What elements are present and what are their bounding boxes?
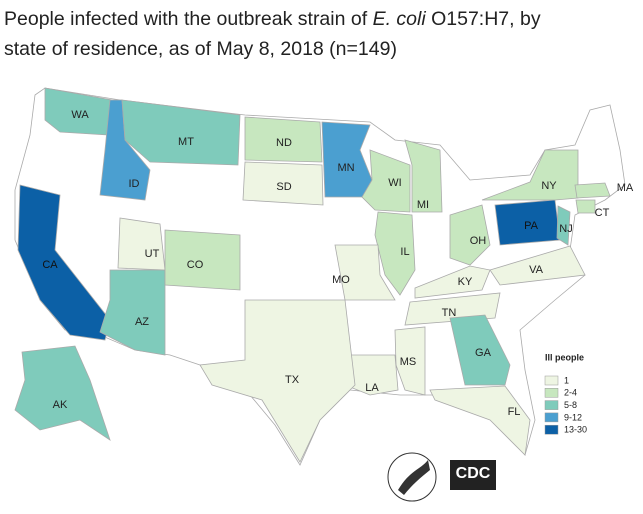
map-title: People infected with the outbreak strain… — [4, 4, 639, 64]
state-label: NJ — [559, 223, 572, 235]
state — [334, 244, 396, 301]
state — [449, 204, 491, 266]
cdc-logo — [450, 460, 496, 490]
state-label: AZ — [135, 316, 149, 328]
state-label: MN — [337, 162, 354, 174]
state-label: MA — [617, 182, 634, 194]
state-label: UT — [145, 248, 160, 260]
state-label: TN — [442, 307, 457, 319]
state-label: ID — [129, 178, 140, 190]
state — [429, 385, 531, 456]
state-label: ND — [276, 137, 292, 149]
legend-swatch — [544, 400, 559, 410]
legend-label: 9-12 — [564, 412, 582, 422]
state-label: SD — [276, 181, 291, 193]
legend-title: Ill people — [545, 352, 584, 362]
state-label: AK — [53, 399, 68, 411]
state — [574, 182, 611, 199]
state — [394, 326, 426, 396]
state — [489, 245, 586, 286]
legend-label: 5-8 — [564, 400, 577, 410]
legend-label: 13-30 — [564, 425, 587, 435]
state-label: CT — [595, 207, 610, 219]
state — [44, 87, 113, 136]
cdc-logo-text: CDC — [456, 465, 491, 482]
state — [121, 99, 241, 166]
state — [244, 116, 323, 163]
state — [164, 229, 241, 291]
state-label: IL — [400, 246, 409, 258]
title-text: state of residence, as of May 8, 2018 (n… — [4, 38, 397, 60]
legend-label: 1 — [564, 375, 569, 385]
state — [17, 184, 111, 341]
state-label: WA — [71, 109, 89, 121]
state-label: GA — [475, 347, 492, 359]
state-label: MT — [178, 136, 194, 148]
state — [575, 199, 596, 214]
state — [99, 269, 166, 356]
state — [242, 161, 324, 206]
state — [481, 149, 579, 201]
state — [117, 217, 166, 271]
legend-swatch — [544, 375, 559, 386]
legend-swatch — [544, 388, 559, 398]
state-label: VA — [529, 264, 544, 276]
legend: Ill people 1 2-4 5-8 9-12 13-30 — [544, 352, 587, 435]
state — [374, 211, 416, 296]
state-label: CO — [187, 259, 204, 271]
state-label: MO — [332, 274, 350, 286]
state-label: TX — [285, 374, 300, 386]
state — [414, 265, 491, 299]
title-text: People infected with the outbreak strain… — [4, 8, 373, 30]
state-label: CA — [42, 259, 58, 271]
state — [404, 139, 443, 213]
state-label: WI — [388, 177, 401, 189]
state — [361, 149, 411, 213]
legend-swatch — [544, 412, 559, 423]
states: WA CA ID MT ND SD MN WI MI IL OH PA NY NJ CT MA VA KY TN MO… — [14, 87, 634, 463]
state-label: MS — [400, 356, 417, 368]
state-label: PA — [524, 220, 539, 232]
state-label: FL — [508, 406, 521, 418]
state-label: MI — [417, 199, 429, 211]
legend-swatch — [544, 424, 559, 435]
state-label: NY — [541, 180, 557, 192]
state — [556, 205, 571, 246]
legend-label: 2-4 — [564, 388, 577, 398]
state — [14, 345, 111, 441]
title-italic: E. coli — [372, 8, 426, 30]
state — [449, 314, 511, 386]
state-label: LA — [365, 382, 379, 394]
state-label: OH — [470, 235, 487, 247]
state-label: KY — [458, 276, 473, 288]
hhs-logo — [387, 452, 437, 502]
state — [199, 299, 356, 463]
title-text: O157:H7, by — [425, 8, 541, 30]
